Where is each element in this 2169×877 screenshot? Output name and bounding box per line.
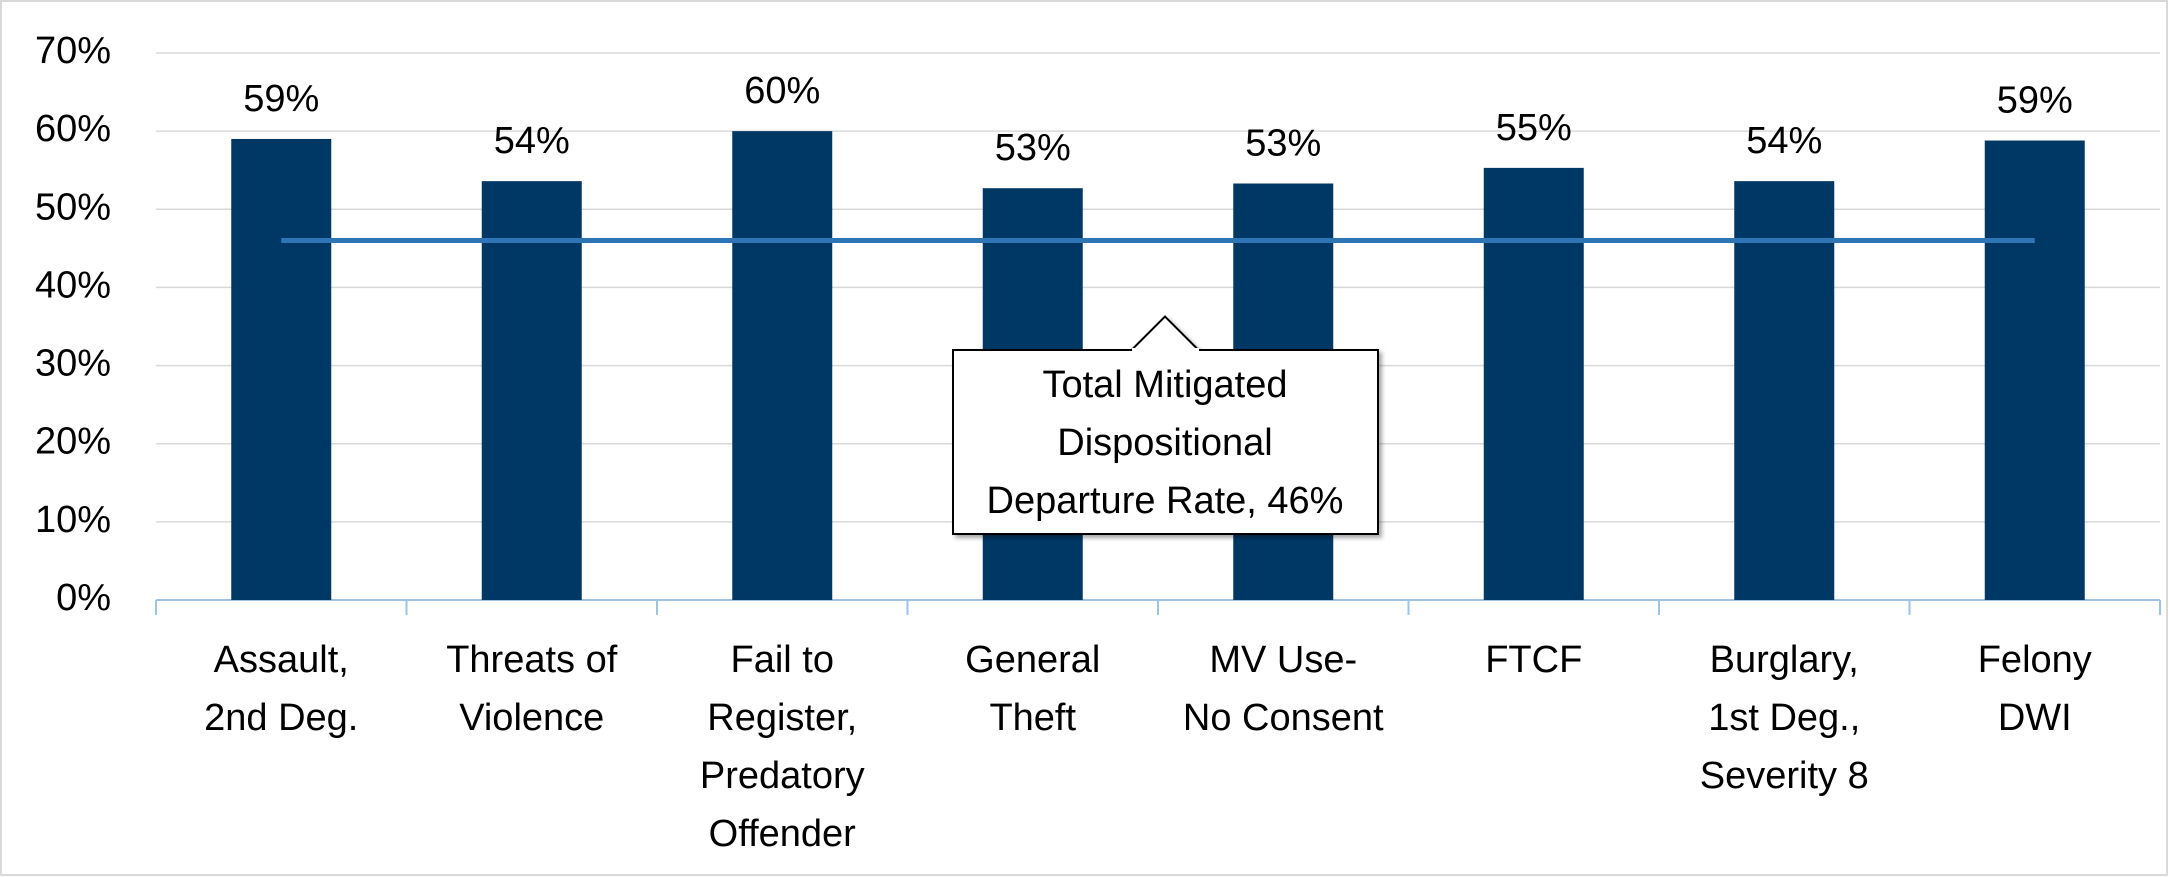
callout-cover [1132,348,1199,352]
bar [732,131,833,600]
y-tick-label: 40% [35,264,111,306]
bar [1734,181,1835,600]
x-tick-label: General Theft [965,639,1100,739]
x-tick-label: Threats of Violence [446,639,618,739]
y-tick-label: 20% [35,421,111,463]
data-label: 59% [1997,80,2073,122]
x-tick-label: Felony DWI [1978,639,2092,739]
y-tick-label: 60% [35,108,111,150]
x-tick-label: Burglary, 1st Deg., Severity 8 [1700,639,1869,797]
callout-box [952,349,1379,535]
y-tick-label: 0% [56,577,111,619]
bar [1984,140,2085,600]
x-tick-label: FTCF [1485,639,1582,681]
bar [231,138,332,600]
x-tick-label: Fail to Register, Predatory Offender [700,639,865,855]
data-label: 55% [1496,107,1572,149]
x-tick-label: Assault, 2nd Deg. [204,639,358,739]
reference-label: Total Mitigated Dispositional Departure Ra… [987,364,1344,522]
data-label: 60% [744,70,820,112]
y-tick-label: 50% [35,186,111,228]
bar [1483,167,1584,600]
data-label: 59% [243,78,319,120]
data-label: 53% [995,127,1071,169]
y-tick-label: 10% [35,499,111,541]
bar [481,181,582,600]
data-label: 54% [1746,120,1822,162]
x-tick-label: MV Use-No Consent [1183,639,1384,739]
y-tick-label: 70% [35,30,111,72]
y-tick-label: 30% [35,343,111,385]
data-label: 54% [494,120,570,162]
data-label: 53% [1245,123,1321,165]
